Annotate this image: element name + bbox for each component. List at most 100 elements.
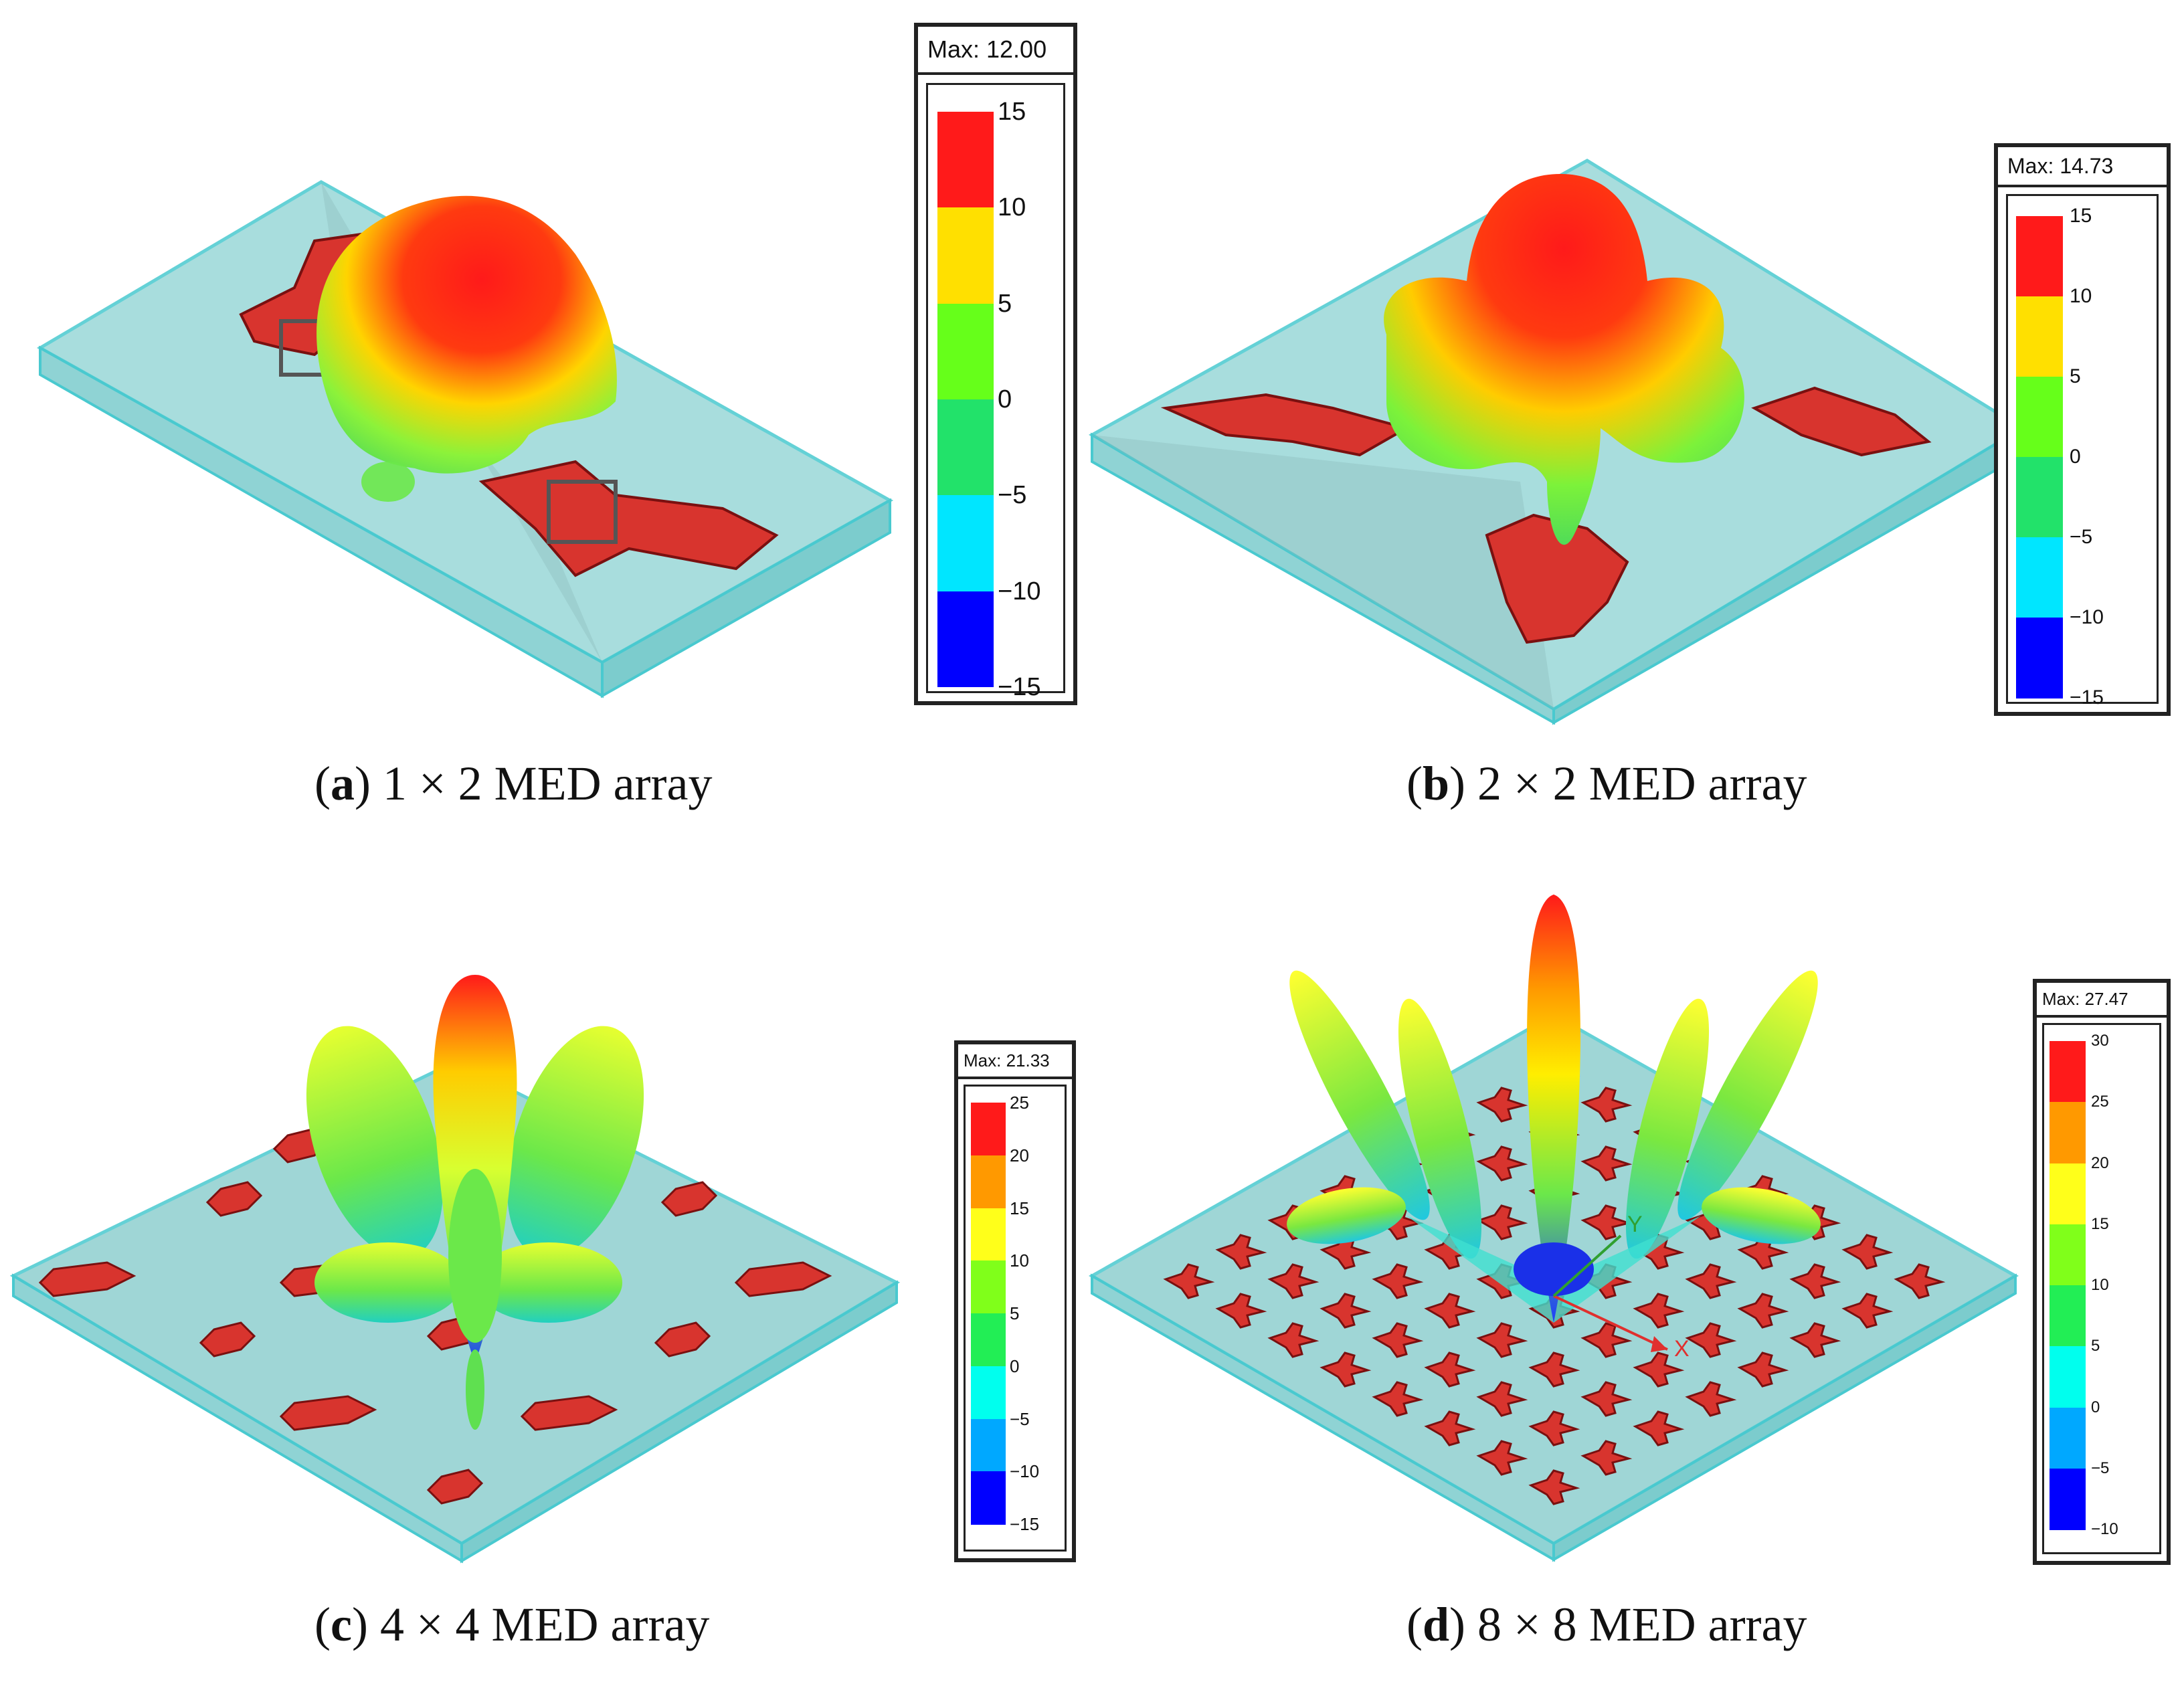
colorbar-band [2016,377,2063,458]
colorbar-tick-label: −5 [2091,1459,2110,1477]
colorbar-bands [937,112,994,688]
caption-letter: d [1422,1598,1450,1651]
antenna-patch [1372,1263,1424,1299]
colorbar-band [2050,1468,2086,1530]
panel-c: Max: 21.33 25 20 15 10 5 0 −5 −10 −15 (c) 4 × 4 … [0,841,1092,1682]
colorbar-band [937,495,994,592]
colorbar-tick-label: −10 [1010,1461,1040,1482]
colorbar-max: Max: 27.47 [2037,983,2167,1018]
antenna-patch [1267,1263,1320,1299]
antenna-patch [478,460,779,577]
antenna-patch [1580,1381,1633,1417]
antenna-patch [1685,1381,1737,1417]
antenna-patch [1633,1410,1685,1446]
colorbar-band [971,1418,1006,1472]
colorbar-max: Max: 12.00 [918,27,1073,75]
colorbar-tick-label: 15 [2070,205,2092,227]
axis-label-x: X [1674,1336,1690,1362]
antenna-patch [1580,1145,1633,1182]
antenna-patch [1320,1293,1372,1329]
substrate-side [460,1280,898,1564]
antenna-patch [1633,1293,1685,1329]
colorbar-d: Max: 27.47 30 25 20 15 10 5 0 −5 −10 [2033,979,2171,1565]
colorbar-tick-label: −5 [2070,526,2093,548]
antenna-patch [1580,1440,1633,1476]
colorbar-a: Max: 12.00 15 10 5 0 −5 −10 −15 [914,23,1077,705]
colorbar-band [2050,1407,2086,1469]
antenna-patch [1163,1263,1215,1299]
antenna-patch [1789,1322,1841,1358]
antenna-patch [1528,1410,1580,1446]
colorbar-bands [2016,216,2063,698]
colorbar-tick-label: −15 [2070,686,2104,709]
antenna-patch [1841,1293,1894,1329]
antenna-patch [1476,1087,1528,1123]
caption-b: (b) 2 × 2 MED array [1406,757,1807,810]
antenna-patch [1685,1322,1737,1358]
panel-a: Max: 12.00 15 10 5 0 −5 −10 −15 (a) 1 × 2 MED … [0,0,1092,841]
colorbar-band [2050,1102,2086,1163]
colorbar-band [971,1155,1006,1208]
antenna-patch [1267,1322,1320,1358]
colorbar-max: Max: 14.73 [1998,147,2167,187]
colorbar-band [2016,537,2063,618]
antenna-patch [1215,1293,1267,1329]
colorbar-bands [971,1103,1006,1525]
colorbar-band [2050,1041,2086,1103]
colorbar-tick-label: 5 [998,289,1012,318]
antenna-patch [1320,1351,1372,1388]
antenna-patch [1685,1263,1737,1299]
caption-text: 2 × 2 MED array [1477,757,1807,810]
colorbar-band [2016,457,2063,538]
colorbar-tick-label: 0 [2070,446,2081,468]
antenna-patch [1476,1204,1528,1240]
colorbar-tick-label: 30 [2091,1032,2109,1050]
main-lobe [1384,174,1744,545]
colorbar-band [2016,216,2063,297]
antenna-patch [1580,1322,1633,1358]
colorbar-tick-label: 10 [1010,1250,1029,1271]
colorbar-tick-label: 20 [2091,1153,2109,1172]
main-lobe [316,195,617,474]
substrate-side [1552,1273,2017,1562]
colorbar-tick-label: 5 [2091,1337,2100,1356]
colorbar-tick-label: −10 [2070,606,2104,628]
caption-d: (d) 8 × 8 MED array [1406,1598,1807,1651]
radiation-pattern-b [1088,159,2025,725]
antenna-patch [1841,1234,1894,1270]
colorbar-band [937,112,994,208]
colorbar-tick-label: 5 [1010,1303,1020,1323]
antenna-patch [1789,1263,1841,1299]
caption-letter: c [330,1598,352,1651]
colorbar-c: Max: 21.33 25 20 15 10 5 0 −5 −10 −15 [954,1040,1076,1562]
panel-b: Max: 14.73 15 10 5 0 −5 −10 −15 (b) 2 × 2 MED … [1088,0,2184,841]
caption-c: (c) 4 × 4 MED array [314,1598,710,1651]
radiation-pattern-d: X Y [1088,895,2019,1562]
radiation-pattern-c [9,975,901,1564]
colorbar-tick-label: −10 [998,577,1041,605]
colorbar-band [2050,1163,2086,1225]
colorbar-band [971,1313,1006,1367]
colorbar-band [937,303,994,400]
colorbar-tick-label: 15 [1010,1198,1029,1218]
caption-text: 4 × 4 MED array [379,1598,710,1651]
axis-label-y: Y [1627,1212,1643,1237]
caption-letter: b [1422,757,1450,810]
antenna-patch [1372,1381,1424,1417]
colorbar-tick-label: 25 [1010,1093,1029,1113]
antenna-patch [1894,1263,1946,1299]
colorbar-tick-label: 20 [1010,1145,1029,1165]
panel-d: X Y Max: 27.47 30 25 20 15 10 5 0 −5 −10 (d) 8 ×… [1088,841,2184,1682]
antenna-patch [1476,1145,1528,1182]
colorbar-band [971,1208,1006,1261]
colorbar-band [2016,296,2063,377]
colorbar-band [971,1366,1006,1419]
radiation-pattern-a [36,180,894,698]
colorbar-tick-label: 15 [998,98,1026,126]
substrate-side [601,498,891,698]
colorbar-tick-label: 0 [1010,1356,1020,1376]
antenna-patch [1476,1381,1528,1417]
caption-letter: a [330,757,355,810]
antenna-patch [1424,1351,1476,1388]
colorbar-tick-label: 10 [2091,1276,2109,1294]
